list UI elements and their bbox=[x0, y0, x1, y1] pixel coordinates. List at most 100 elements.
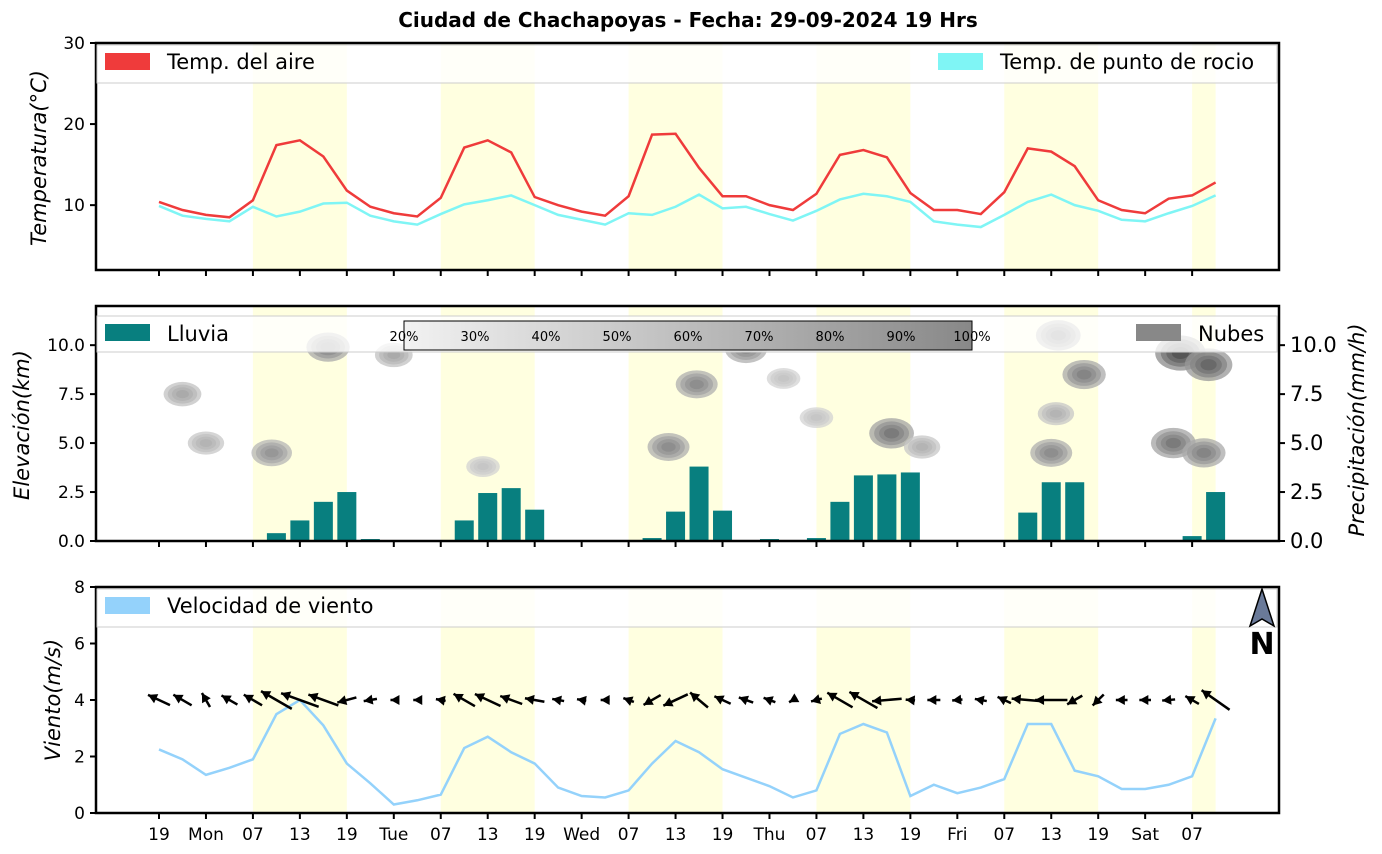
rain-bar bbox=[689, 466, 709, 541]
wind-arrow bbox=[452, 692, 476, 708]
x-tick-label: Wed bbox=[563, 825, 600, 845]
wind-arrow bbox=[974, 695, 987, 706]
wind-legend-swatch bbox=[105, 597, 150, 614]
air-temp-legend-swatch bbox=[105, 53, 150, 70]
cloud-blob bbox=[647, 433, 690, 461]
wind-arrow bbox=[1200, 689, 1231, 711]
wind-arrow bbox=[280, 691, 320, 709]
colorbar-label: 20% bbox=[390, 330, 419, 345]
y-tick-label: 2.5 bbox=[58, 483, 85, 503]
wind-arrow bbox=[763, 696, 776, 706]
x-tick-label: 19 bbox=[712, 825, 734, 845]
air-temp-legend-label: Temp. del aire bbox=[166, 50, 315, 74]
cloud-blob bbox=[1030, 438, 1073, 467]
rain-bar bbox=[478, 493, 498, 541]
wind-arrow bbox=[474, 692, 502, 708]
rain-bar bbox=[290, 520, 310, 541]
temperature-panel: 10 20 30 Temperatura(°C) Temp. del aire Te… bbox=[27, 34, 1281, 276]
wind-arrow bbox=[927, 695, 941, 705]
y-tick-label: 20 bbox=[63, 115, 85, 135]
rain-cloud-panel: 0.0 2.5 5.0 7.5 10.0 0.0 2.5 5.0 7.5 10.0 Elevac… bbox=[10, 304, 1369, 553]
wind-arrow bbox=[1035, 695, 1068, 705]
wind-arrow bbox=[435, 695, 446, 706]
rain-bar bbox=[642, 538, 662, 541]
wind-legend-label: Velocidad de viento bbox=[167, 594, 373, 618]
wind-arrow bbox=[1066, 694, 1083, 706]
x-tick-label: Mon bbox=[188, 825, 224, 845]
wind-arrow bbox=[1139, 695, 1151, 705]
x-tick-label: Thu bbox=[753, 825, 786, 845]
clouds-legend-swatch bbox=[1136, 324, 1181, 341]
wind-arrow bbox=[390, 695, 400, 705]
y-tick-label-right: 10.0 bbox=[1290, 333, 1337, 357]
wind-arrow bbox=[952, 694, 963, 705]
cloud-blob bbox=[903, 435, 941, 459]
x-tick-label: 13 bbox=[853, 825, 875, 845]
temperature-legend-box bbox=[96, 44, 1278, 84]
cloud-blob bbox=[799, 407, 834, 429]
y-tick-label: 10 bbox=[63, 196, 85, 216]
wind-arrow bbox=[147, 693, 171, 707]
wind-arrow bbox=[1184, 694, 1200, 706]
x-tick-label: 13 bbox=[1040, 825, 1062, 845]
wind-arrow bbox=[600, 695, 610, 705]
x-tick-label: 07 bbox=[993, 825, 1015, 845]
cloud-cover-colorbar: 20% 30% 40% 50% 60% 70% 80% 90% 100% bbox=[390, 320, 991, 351]
colorbar-label: 40% bbox=[532, 330, 561, 345]
wind-speed-line bbox=[158, 698, 1217, 806]
wind-axis-label: Viento(m/s) bbox=[41, 639, 65, 761]
wind-arrow bbox=[662, 693, 689, 707]
x-tick-label: 07 bbox=[1181, 825, 1203, 845]
elevation-axis-label: Elevación(km) bbox=[10, 350, 34, 500]
colorbar-gradient bbox=[403, 320, 973, 351]
wind-arrow bbox=[1091, 693, 1105, 707]
y-tick-label: 2 bbox=[74, 748, 85, 768]
cloud-blob bbox=[1182, 438, 1226, 468]
x-tick-label: 13 bbox=[477, 825, 499, 845]
rain-legend-swatch bbox=[105, 324, 150, 341]
colorbar-label: 80% bbox=[816, 330, 845, 345]
temperature-axis-label: Temperatura(°C) bbox=[27, 70, 51, 246]
x-tick-label: 13 bbox=[289, 825, 311, 845]
y-tick-label: 7.5 bbox=[58, 385, 85, 405]
air-temp-line bbox=[158, 132, 1217, 219]
rain-bar bbox=[877, 474, 897, 541]
wind-panel: 0 2 4 6 8 19 Mon 07 13 19 Tue 07 13 19 Wed 07 13 19 Thu 07… bbox=[41, 578, 1281, 845]
wind-arrow bbox=[307, 692, 339, 707]
cloud-blob bbox=[1037, 402, 1075, 426]
cloud-blob bbox=[163, 381, 202, 407]
wind-arrow bbox=[413, 695, 423, 705]
colorbar-label: 100% bbox=[953, 330, 990, 345]
cloud-blob bbox=[251, 439, 293, 467]
rain-bar bbox=[1065, 482, 1085, 541]
x-tick-label: 19 bbox=[336, 825, 358, 845]
wind-arrow bbox=[738, 695, 754, 706]
y-tick-label: 0.0 bbox=[58, 532, 85, 552]
cloud-blob bbox=[1184, 348, 1233, 382]
x-tick-label: 19 bbox=[524, 825, 546, 845]
rain-bar bbox=[337, 492, 357, 541]
wind-arrow bbox=[220, 694, 239, 706]
wind-arrow bbox=[576, 695, 587, 706]
x-tick-label: 07 bbox=[430, 825, 452, 845]
rain-bar bbox=[1206, 492, 1226, 541]
chart-title: Ciudad de Chachapoyas - Fecha: 29-09-202… bbox=[398, 8, 978, 32]
cloud-blob bbox=[187, 431, 225, 455]
wind-arrow bbox=[260, 690, 293, 710]
rain-legend-label: Lluvia bbox=[167, 322, 229, 346]
y-tick-label-right: 0.0 bbox=[1290, 529, 1323, 553]
dew-point-line bbox=[158, 192, 1217, 229]
wind-arrow bbox=[642, 693, 662, 707]
wind-arrow bbox=[872, 695, 902, 706]
wind-arrow bbox=[905, 695, 916, 706]
colorbar-label: 90% bbox=[887, 330, 916, 345]
wind-arrow bbox=[551, 695, 565, 706]
y-tick-label: 5.0 bbox=[58, 434, 85, 454]
colorbar-label: 70% bbox=[745, 330, 774, 345]
rain-bar bbox=[313, 501, 333, 541]
cloud-blob bbox=[1062, 359, 1106, 390]
y-tick-label: 6 bbox=[74, 635, 85, 655]
rain-bar bbox=[525, 509, 545, 541]
dew-point-legend-label: Temp. de punto de rocio bbox=[999, 50, 1254, 74]
